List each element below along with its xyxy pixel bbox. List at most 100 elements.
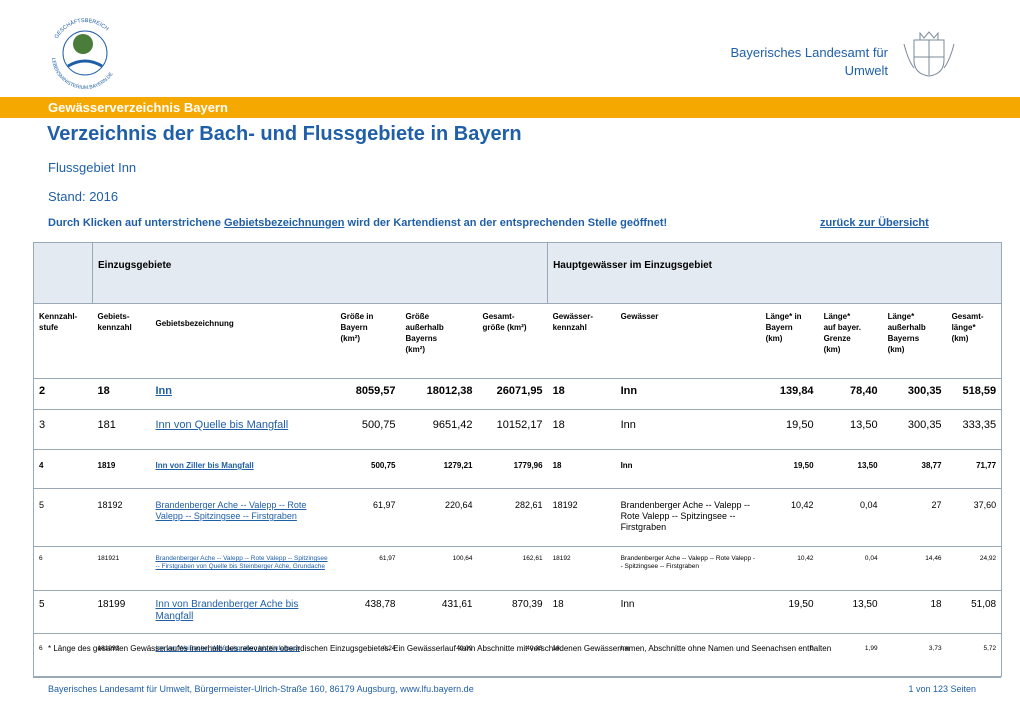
cell: 18 [92, 378, 151, 410]
cell: 500,75 [335, 449, 401, 489]
cell: 18 [547, 449, 616, 489]
group-header: Einzugsgebiete [91, 242, 548, 304]
column-header: Gewässer [615, 303, 761, 379]
cell: 5 [33, 590, 93, 634]
cell: 870,39 [477, 590, 548, 634]
cell: 51,08 [946, 590, 1003, 634]
shield [913, 39, 945, 77]
cell: 6 [33, 546, 93, 591]
data-row: 6 181921 Brandenberger Ache -- Valepp -- R… [33, 546, 1003, 591]
cell: 438,78 [335, 590, 401, 634]
cell: 0,24 [335, 633, 401, 677]
cell: 300,35 [882, 409, 947, 450]
data-row: 5 18199 Inn von Brandenberger Ache bis Man… [33, 590, 1003, 634]
cell: 18 [547, 409, 616, 450]
cell: 18192 [547, 488, 616, 547]
cell: 27 [882, 488, 947, 547]
column-header: Gesamt- länge* (km) [946, 303, 1003, 379]
cell: 2 [33, 378, 93, 410]
column-header: Länge* in Bayern (km) [760, 303, 819, 379]
cell: 5,72 [946, 633, 1003, 677]
cell: Inn von Brandenberger Ache bis Mangfall [150, 590, 336, 634]
cell: 518,59 [946, 378, 1003, 410]
footer-page: 1 von 123 Seiten [908, 684, 976, 694]
cell: Inn von Ziller bis Mangfall [150, 449, 336, 489]
cell: 1779,96 [477, 449, 548, 489]
cell: 13,50 [818, 449, 883, 489]
data-row: 3 181 Inn von Quelle bis Mangfall 500,75 965… [33, 409, 1003, 450]
cell: 282,61 [477, 488, 548, 547]
footer-rule [33, 677, 1001, 678]
cell: 3 [33, 409, 93, 450]
agency: Bayerisches Landesamt für Umwelt [730, 44, 888, 80]
column-header: Größe in Bayern (km²) [335, 303, 401, 379]
date: Stand: 2016 [48, 189, 119, 204]
banner: Gewässerverzeichnis Bayern [0, 97, 1020, 118]
data-row: 6 181993 Inn von Weißache, Weißachgraben b… [33, 633, 1003, 677]
back-link[interactable]: zurück zur Übersicht [820, 217, 929, 229]
cell: Inn [615, 378, 761, 410]
cell: 162,61 [477, 546, 548, 591]
cell: 18 [547, 378, 616, 410]
cell: Inn [615, 590, 761, 634]
cell: 0,04 [818, 488, 883, 547]
area-link[interactable]: Inn von Quelle bis Mangfall [155, 419, 289, 431]
area-link[interactable]: Inn von Ziller bis Mangfall [155, 461, 254, 470]
footnote: * Länge des gesamten Gewässerlaufes inne… [48, 644, 832, 653]
logo: GESCHÄFTSBEREICH LEBENSMINISTERIUM.BAYER… [50, 18, 115, 91]
group-header-row: Einzugsgebiete Hauptgewässer im Einzugsge… [33, 242, 1003, 304]
cell: 61,97 [335, 488, 401, 547]
cell: 1,99 [818, 633, 883, 677]
info: Durch Klicken auf unterstrichene Gebiets… [48, 217, 948, 229]
cell: 5 [33, 488, 93, 547]
logo-tree [73, 34, 93, 54]
cell: 181993 [92, 633, 151, 677]
column-header-row: Kennzahl- stufe Gebiets- kennzahl Gebietsb… [33, 303, 1003, 379]
subtitle: Flussgebiet Inn [48, 160, 137, 175]
cell: Inn [615, 409, 761, 450]
banner-text: Gewässerverzeichnis Bayern [48, 100, 228, 115]
cell: Brandenberger Ache -- Valepp -- Rote Val… [615, 488, 761, 547]
data-row: 2 18 Inn 8059,57 18012,38 26071,95 18 Inn 139,84… [33, 378, 1003, 410]
info-link[interactable]: Gebietsbezeichnungen [224, 217, 345, 229]
cell: 9651,42 [400, 409, 478, 450]
cell: Brandenberger Ache -- Valepp -- Rote Val… [150, 546, 336, 591]
cell: 18 [547, 590, 616, 634]
cell: Inn [615, 449, 761, 489]
cell: 19,50 [760, 409, 819, 450]
info-text: wird der Kartendienst an der entsprechen… [344, 217, 668, 229]
cell: 431,61 [400, 590, 478, 634]
area-link[interactable]: Inn [155, 385, 173, 397]
area-link[interactable]: Brandenberger Ache -- Valepp -- Rote Val… [155, 555, 328, 570]
cell: 24,92 [946, 546, 1003, 591]
area-link[interactable]: Brandenberger Ache -- Valepp -- Rote Val… [155, 500, 307, 521]
cell: 10,42 [760, 546, 819, 591]
cell: Inn von Quelle bis Mangfall [150, 409, 336, 450]
column-header: Gebietsbezeichnung [150, 303, 336, 379]
cell: 18 [882, 590, 947, 634]
cell: 37,60 [946, 488, 1003, 547]
cell: 220,64 [400, 488, 478, 547]
data-row: 5 18192 Brandenberger Ache -- Valepp -- Ro… [33, 488, 1003, 547]
group-header: Hauptgewässer im Einzugsgebiet [547, 242, 1003, 304]
cell: Inn von Weißache, Weißachgraben bis Kief… [150, 633, 336, 677]
agency-line: Bayerisches Landesamt für [730, 45, 888, 60]
column-header: Gewässer- kennzahl [547, 303, 616, 379]
cell: 300,35 [882, 378, 947, 410]
cell: 139,84 [760, 378, 819, 410]
cell: 0,04 [818, 546, 883, 591]
cell: 26071,95 [477, 378, 548, 410]
cell: 13,50 [818, 409, 883, 450]
cell: 6 [33, 633, 93, 677]
area-link[interactable]: Inn von Brandenberger Ache bis Mangfall [155, 599, 299, 622]
cell: 78,40 [818, 378, 883, 410]
header-cell [33, 242, 93, 304]
area-link[interactable]: Inn von Weißache, Weißachgraben bis Kief… [155, 645, 301, 652]
column-header: Gesamt- größe (km²) [477, 303, 548, 379]
logo-wave [67, 59, 103, 68]
title: Verzeichnis der Bach- und Flussgebiete i… [47, 123, 522, 145]
cell: Brandenberger Ache -- Valepp -- Rote Val… [150, 488, 336, 547]
cell: Inn [150, 378, 336, 410]
cell: 49,09 [400, 633, 478, 677]
